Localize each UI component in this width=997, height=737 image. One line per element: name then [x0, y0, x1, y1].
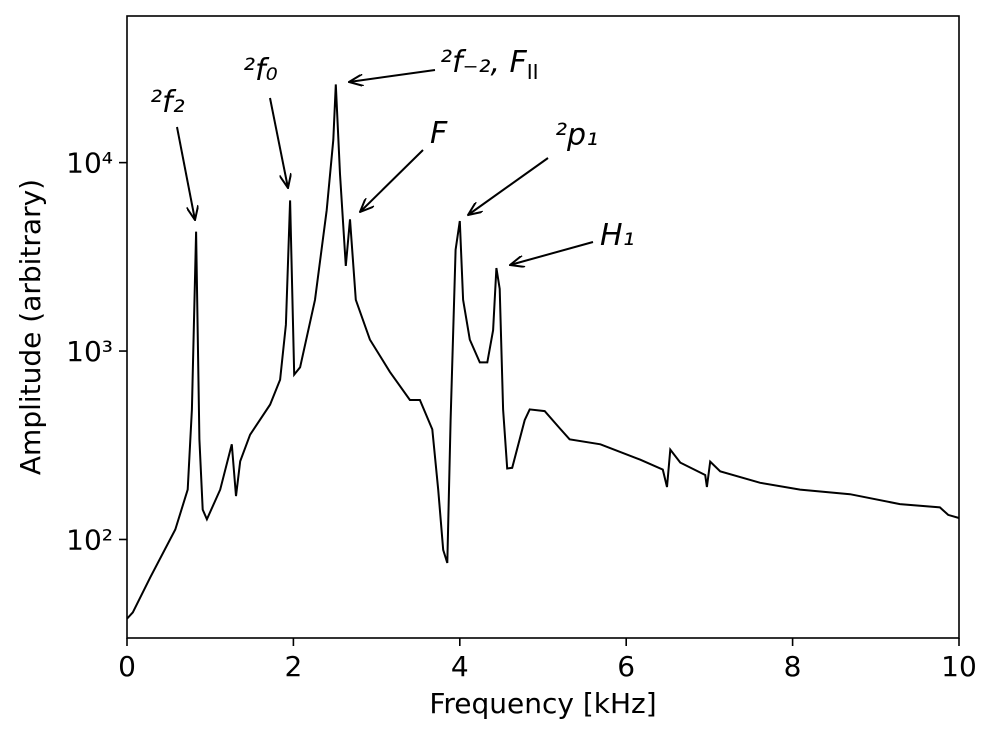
data-line [126, 84, 960, 620]
annotation: ²f₂ [150, 85, 185, 120]
arrow [510, 241, 594, 265]
annotation: ²p₁ [555, 118, 598, 153]
annotation: ²f₋₂, FII [440, 45, 539, 84]
arrow [176, 126, 195, 220]
arrow [349, 69, 436, 82]
x-tick-label: 2 [284, 650, 302, 683]
arrow [269, 97, 288, 188]
annotation: ²f₀ [243, 53, 278, 88]
x-axis-label: Frequency [kHz] [429, 687, 656, 720]
annotation: H₁ [600, 218, 635, 253]
x-tick-label: 6 [617, 650, 635, 683]
x-tick-label: 10 [941, 650, 977, 683]
y-axis-label: Amplitude (arbitrary) [14, 179, 47, 475]
annotation: F [430, 116, 448, 151]
arrow [360, 149, 424, 212]
y-tick-label: 10⁴ [66, 147, 113, 180]
y-tick-label: 10³ [66, 335, 113, 368]
x-tick-label: 4 [451, 650, 469, 683]
annotation-arrows [176, 69, 594, 265]
x-tick-label: 0 [118, 650, 136, 683]
x-tick-label: 8 [784, 650, 802, 683]
y-tick-label: 10² [66, 523, 113, 556]
plot-frame [126, 15, 960, 639]
arrow [468, 157, 549, 215]
